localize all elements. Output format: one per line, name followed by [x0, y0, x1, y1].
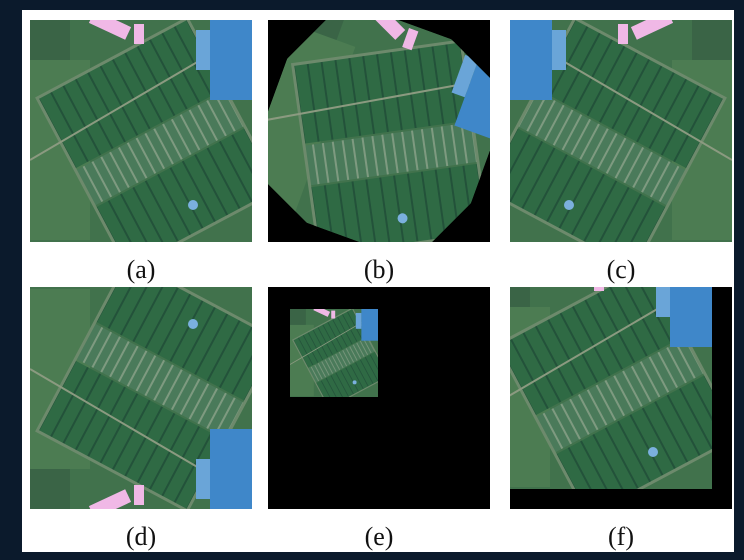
image-a	[30, 10, 278, 269]
figure: (a) (b) (c) (d) (e) (f)	[0, 0, 744, 560]
image-d	[30, 260, 278, 519]
panel-label: (e)	[365, 522, 394, 551]
page: {"panels": [{"label": "(a)"}, {"label": …	[0, 0, 744, 560]
image-c	[484, 10, 732, 269]
panel-label: (b)	[364, 255, 394, 284]
image-f	[490, 257, 738, 516]
panel-label: (d)	[126, 522, 156, 551]
panel-label: (a)	[127, 255, 156, 284]
image-e	[268, 287, 490, 509]
panel-label: (f)	[608, 522, 634, 551]
panel-label: (c)	[607, 255, 636, 284]
